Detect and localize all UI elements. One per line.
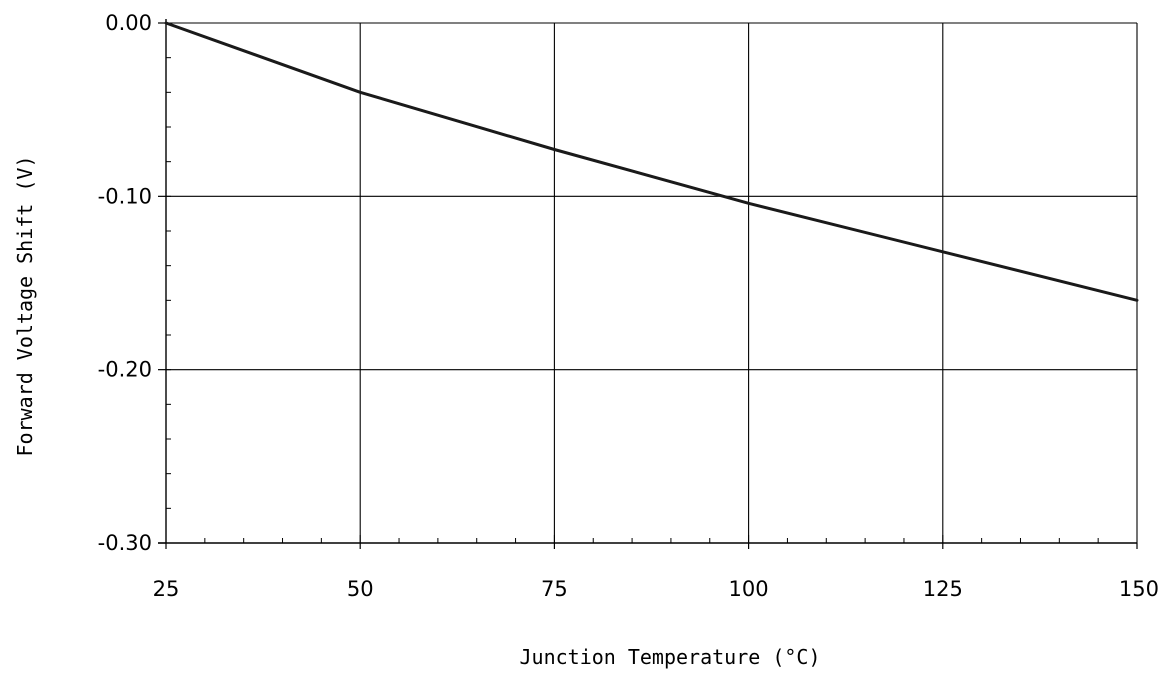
x-tick-label: 125 — [923, 577, 963, 601]
x-tick-label: 100 — [729, 577, 769, 601]
y-tick-label: -0.10 — [98, 184, 152, 208]
axes — [158, 19, 1138, 549]
y-tick-label: 0.00 — [105, 11, 152, 35]
x-tick-label: 75 — [541, 577, 568, 601]
minor-ticks — [165, 22, 1138, 544]
grid — [166, 22, 1138, 543]
x-tick-label: 50 — [347, 577, 374, 601]
x-tick-label: 25 — [153, 577, 180, 601]
y-tick-label: -0.20 — [98, 358, 152, 382]
y-axis-title: Forward Voltage Shift (V) — [13, 155, 37, 456]
y-tick-label: -0.30 — [98, 531, 152, 555]
x-tick-labels: 25 50 75 100 125 150 — [153, 577, 1159, 601]
x-tick-label: 150 — [1119, 577, 1159, 601]
series-line-0 — [164, 21, 1139, 302]
series — [164, 21, 1139, 302]
y-tick-labels: 0.00 -0.10 -0.20 -0.30 — [98, 11, 152, 555]
x-axis-title: Junction Temperature (°C) — [519, 645, 820, 669]
